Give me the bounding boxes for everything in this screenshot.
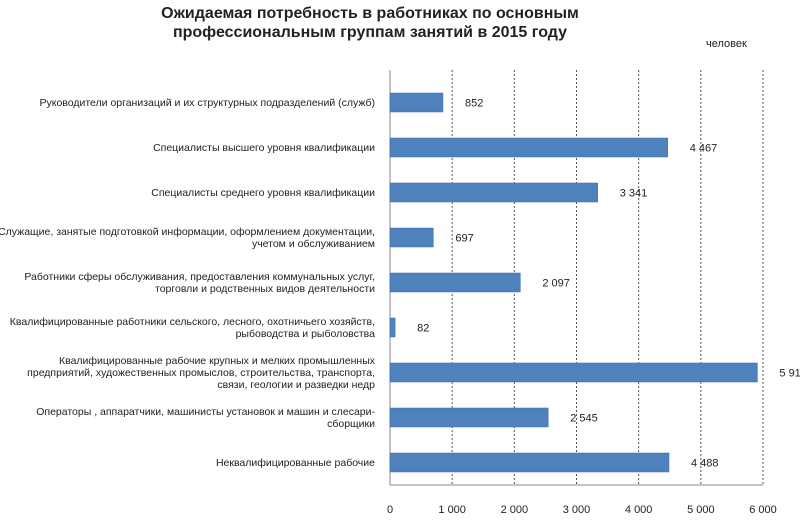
x-tick-label: 3 000 [563, 504, 591, 516]
chart-title: Ожидаемая потребность в работниках по ос… [161, 5, 579, 41]
category-label-text: Неквалифицированные рабочие [215, 456, 375, 469]
bar [389, 227, 434, 248]
data-label: 4 488 [691, 458, 719, 470]
category-label: Служащие, занятые подготовкой информации… [0, 215, 375, 260]
data-label: 2 545 [570, 413, 598, 425]
bar [389, 92, 444, 113]
data-label: 82 [417, 323, 429, 335]
bar [389, 137, 668, 158]
x-tick-label: 5 000 [687, 504, 715, 516]
category-label-text: Специалисты среднего уровня квалификации [151, 186, 375, 199]
category-label-text: Служащие, занятые подготовкой информации… [0, 225, 375, 250]
x-tick-label: 2 000 [501, 504, 529, 516]
category-label: Квалифицированные работники сельского, л… [0, 305, 375, 350]
data-label: 5 910 [779, 368, 800, 380]
category-label: Руководители организаций и их структурны… [0, 80, 375, 125]
category-label: Работники сферы обслуживания, предоставл… [0, 260, 375, 305]
x-tick-label: 6 000 [749, 504, 777, 516]
data-label: 4 467 [690, 143, 718, 155]
category-label: Специалисты среднего уровня квалификации [0, 170, 375, 215]
unit-label: человек [706, 38, 747, 50]
data-label: 3 341 [620, 188, 648, 200]
bar [389, 317, 396, 338]
category-label-text: Работники сферы обслуживания, предоставл… [24, 270, 375, 295]
category-label-text: Квалифицированные работники сельского, л… [9, 315, 375, 340]
category-label-text: Руководители организаций и их структурны… [39, 96, 375, 109]
data-label: 2 097 [542, 278, 570, 290]
category-label-text: Специалисты высшего уровня квалификации [153, 141, 375, 154]
bar [389, 362, 758, 383]
data-label: 852 [465, 98, 483, 110]
data-label: 697 [455, 233, 473, 245]
category-label: Неквалифицированные рабочие [0, 440, 375, 485]
category-label-text: Операторы , аппаратчики, машинисты устан… [36, 405, 375, 430]
bar [389, 272, 521, 293]
x-tick-label: 0 [387, 504, 393, 516]
x-tick-label: 1 000 [438, 504, 466, 516]
bar [389, 452, 670, 473]
bar [389, 407, 549, 428]
category-label: Специалисты высшего уровня квалификации [0, 125, 375, 170]
x-tick-label: 4 000 [625, 504, 653, 516]
bar [389, 182, 598, 203]
category-label: Операторы , аппаратчики, машинисты устан… [0, 395, 375, 440]
category-label: Квалифицированные рабочие крупных и мелк… [0, 350, 375, 395]
category-label-text: Квалифицированные рабочие крупных и мелк… [27, 354, 375, 391]
